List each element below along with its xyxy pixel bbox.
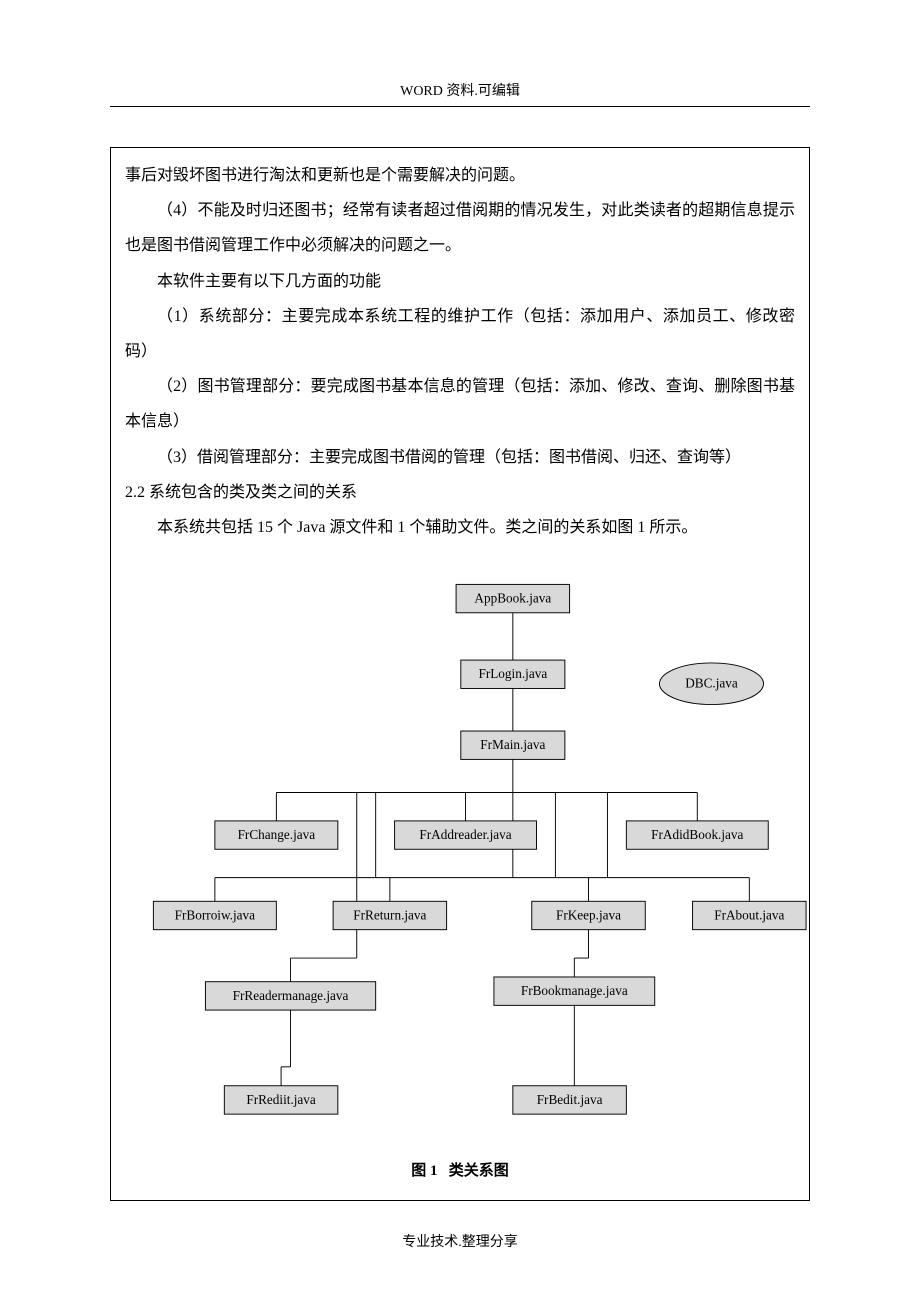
diagram-node-label: FrReturn.java <box>353 908 426 923</box>
paragraph: 本系统共包括 15 个 Java 源文件和 1 个辅助文件。类之间的关系如图 1… <box>125 510 795 545</box>
paragraph: 事后对毁坏图书进行淘汰和更新也是个需要解决的问题。 <box>125 158 795 193</box>
section-heading: 2.2 系统包含的类及类之间的关系 <box>125 475 795 510</box>
figure-title: 类关系图 <box>449 1163 509 1179</box>
paragraph: （1）系统部分：主要完成本系统工程的维护工作（包括：添加用户、添加员工、修改密码… <box>125 299 795 369</box>
diagram-node-label: FrAdidBook.java <box>651 827 743 842</box>
figure-caption: 图 1 类关系图 <box>125 1159 795 1180</box>
diagram-node-label: AppBook.java <box>474 591 551 606</box>
page-header: WORD 资料.可编辑 <box>110 80 810 107</box>
diagram-node-label: FrKeep.java <box>556 908 621 923</box>
figure-number: 图 1 <box>411 1163 437 1179</box>
diagram-node-label: FrAbout.java <box>714 908 784 923</box>
diagram-node-label: FrRediit.java <box>246 1092 316 1107</box>
class-diagram: AppBook.java FrLogin.java DBC.java FrMain.j… <box>125 559 795 1180</box>
diagram-node-label: FrBedit.java <box>537 1092 603 1107</box>
diagram-node-label: FrChange.java <box>238 827 316 842</box>
paragraph: （4）不能及时归还图书；经常有读者超过借阅期的情况发生，对此类读者的超期信息提示… <box>125 193 795 263</box>
diagram-node-label: FrBorroiw.java <box>175 908 255 923</box>
content-box: 事后对毁坏图书进行淘汰和更新也是个需要解决的问题。 （4）不能及时归还图书；经常… <box>110 147 810 1201</box>
paragraph: （2）图书管理部分：要完成图书基本信息的管理（包括：添加、修改、查询、删除图书基… <box>125 369 795 439</box>
diagram-node-label: FrBookmanage.java <box>521 983 628 998</box>
diagram-node-label: DBC.java <box>685 676 738 691</box>
diagram-node-label: FrReadermanage.java <box>233 988 349 1003</box>
diagram-node-label: FrAddreader.java <box>419 827 511 842</box>
paragraph: （3）借阅管理部分：主要完成图书借阅的管理（包括：图书借阅、归还、查询等） <box>125 440 795 475</box>
page-footer: 专业技术.整理分享 <box>110 1231 810 1251</box>
paragraph: 本软件主要有以下几方面的功能 <box>125 264 795 299</box>
diagram-node-label: FrMain.java <box>480 737 545 752</box>
diagram-node-label: FrLogin.java <box>478 666 547 681</box>
